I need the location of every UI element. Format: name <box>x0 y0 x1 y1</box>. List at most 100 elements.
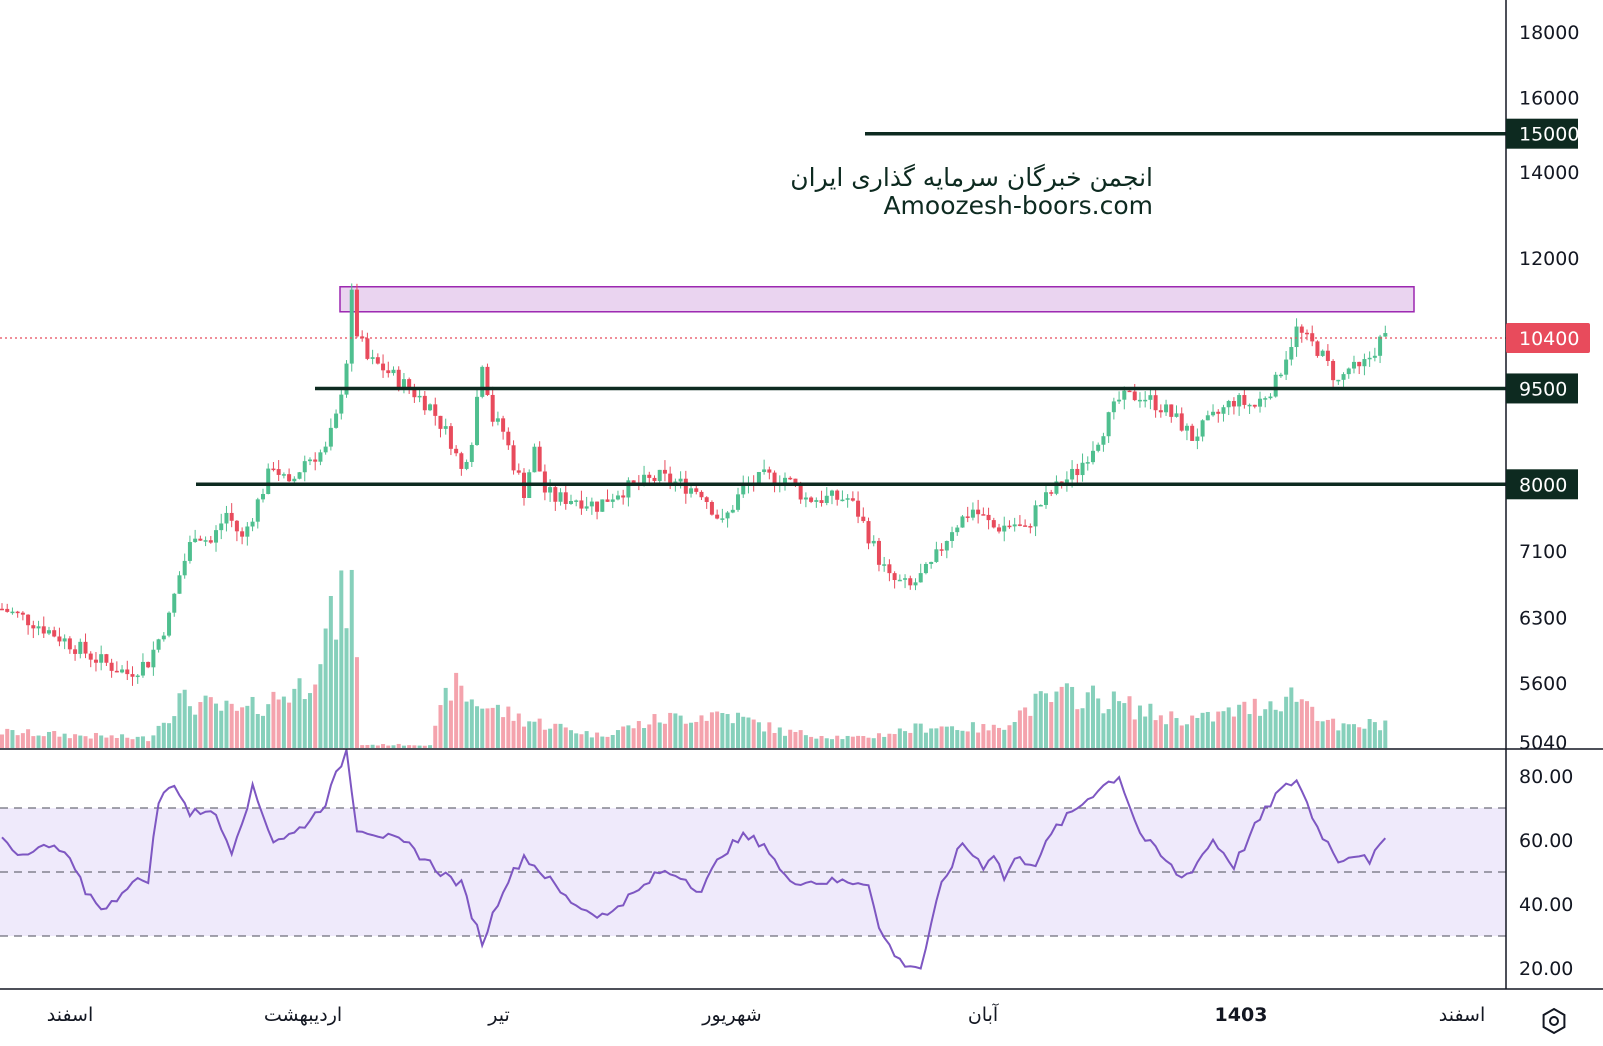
candle-body <box>1179 413 1184 431</box>
volume-bar <box>224 700 229 748</box>
candle-body <box>626 480 631 498</box>
chart-settings-button[interactable] <box>1532 1004 1576 1038</box>
candle-body <box>26 614 31 626</box>
candle-body <box>1284 359 1289 375</box>
candle-body <box>1273 374 1278 397</box>
volume-bar <box>104 737 109 748</box>
candle-body <box>1132 391 1137 401</box>
volume-bar <box>1278 711 1283 748</box>
candle-body <box>668 473 673 484</box>
candle-body <box>1075 468 1080 476</box>
candle-body <box>1372 355 1377 358</box>
volume-bar <box>1049 702 1054 748</box>
volume-bar <box>913 723 918 748</box>
candle-body <box>1080 462 1085 476</box>
candle-body <box>1305 332 1309 335</box>
volume-bar <box>135 736 140 748</box>
candle-body <box>1320 350 1325 356</box>
candle-body <box>318 452 323 462</box>
candle-body <box>882 564 887 566</box>
candle-body <box>835 490 840 500</box>
volume-bar <box>803 735 808 748</box>
volume-bar <box>370 744 375 748</box>
volume-bar <box>454 672 459 748</box>
candle-body <box>313 459 318 462</box>
price-tick-label: 18000 <box>1519 22 1579 44</box>
candle-body <box>245 526 250 537</box>
volume-bar <box>923 732 928 748</box>
candle-body <box>307 459 312 462</box>
candle-body <box>1044 492 1048 505</box>
candle-body <box>1028 526 1033 528</box>
candle-body <box>469 444 474 462</box>
volume-bar <box>83 736 88 748</box>
volume-bar <box>657 722 662 748</box>
candle-body <box>647 474 652 478</box>
candle-body <box>1090 450 1095 463</box>
volume-bar <box>1090 685 1095 748</box>
volume-bar <box>991 724 996 748</box>
candle-body <box>621 495 626 498</box>
candle-body <box>334 413 339 428</box>
candle-body <box>568 501 573 504</box>
candle-body <box>501 418 506 432</box>
candle-body <box>730 509 735 513</box>
time-axis-label: تیر <box>487 1004 510 1026</box>
level-tag <box>1506 373 1578 404</box>
candle-body <box>824 495 829 504</box>
volume-bar <box>1158 715 1163 748</box>
candle-body <box>480 366 485 397</box>
candle-body <box>250 521 255 527</box>
candle-body <box>1331 360 1336 381</box>
time-axis[interactable]: اسفند اردیبهشت تیر شهریور آبان 1403 اسفند <box>47 1002 1486 1026</box>
candle-body <box>736 494 741 510</box>
volume-bar <box>605 736 610 748</box>
price-tick-label: 5600 <box>1519 673 1567 695</box>
candle-body <box>31 625 36 629</box>
candle-body <box>120 669 125 673</box>
candle-body <box>850 498 855 501</box>
volume-bar <box>1372 722 1377 748</box>
last-price-tag <box>1506 322 1590 353</box>
candle-body <box>1137 399 1142 402</box>
rsi-axis[interactable]: 80.00 60.00 40.00 20.00 <box>1519 766 1573 980</box>
candle-body <box>234 520 239 532</box>
candle-body <box>950 532 955 541</box>
volume-bar <box>490 707 495 748</box>
volume-bar <box>1122 703 1127 748</box>
volume-bar <box>292 688 297 748</box>
volume-bar <box>109 735 114 748</box>
volume-bar <box>88 738 93 748</box>
candle-body <box>177 575 182 594</box>
volume-bar <box>266 704 271 748</box>
volume-bar <box>57 736 62 748</box>
volume-bar <box>652 714 657 748</box>
candle-body <box>809 497 814 502</box>
volume-bar <box>626 725 631 748</box>
candle-body <box>970 509 975 518</box>
volume-bar <box>615 730 620 748</box>
volume-bar <box>1117 701 1122 748</box>
candle-body <box>1153 395 1158 411</box>
candle-body <box>1164 404 1169 413</box>
volume-bar <box>678 715 683 748</box>
volume-bar <box>1028 715 1033 748</box>
volume-bar <box>1153 720 1158 748</box>
volume-bar <box>495 704 500 748</box>
volume-bar <box>146 741 151 748</box>
candle-body <box>52 630 57 637</box>
candle-body <box>866 521 871 544</box>
volume-bar <box>161 722 166 748</box>
volume-bar <box>1017 710 1022 748</box>
candle-body <box>1184 425 1189 431</box>
volume-bar <box>574 733 579 748</box>
volume-bar <box>151 735 156 748</box>
volume-bar <box>751 719 756 748</box>
volume-bar <box>548 728 553 748</box>
candle-body <box>553 487 558 502</box>
rsi-tick-label: 80.00 <box>1519 766 1573 788</box>
volume-bar <box>464 701 469 748</box>
candle-body <box>1174 413 1179 417</box>
